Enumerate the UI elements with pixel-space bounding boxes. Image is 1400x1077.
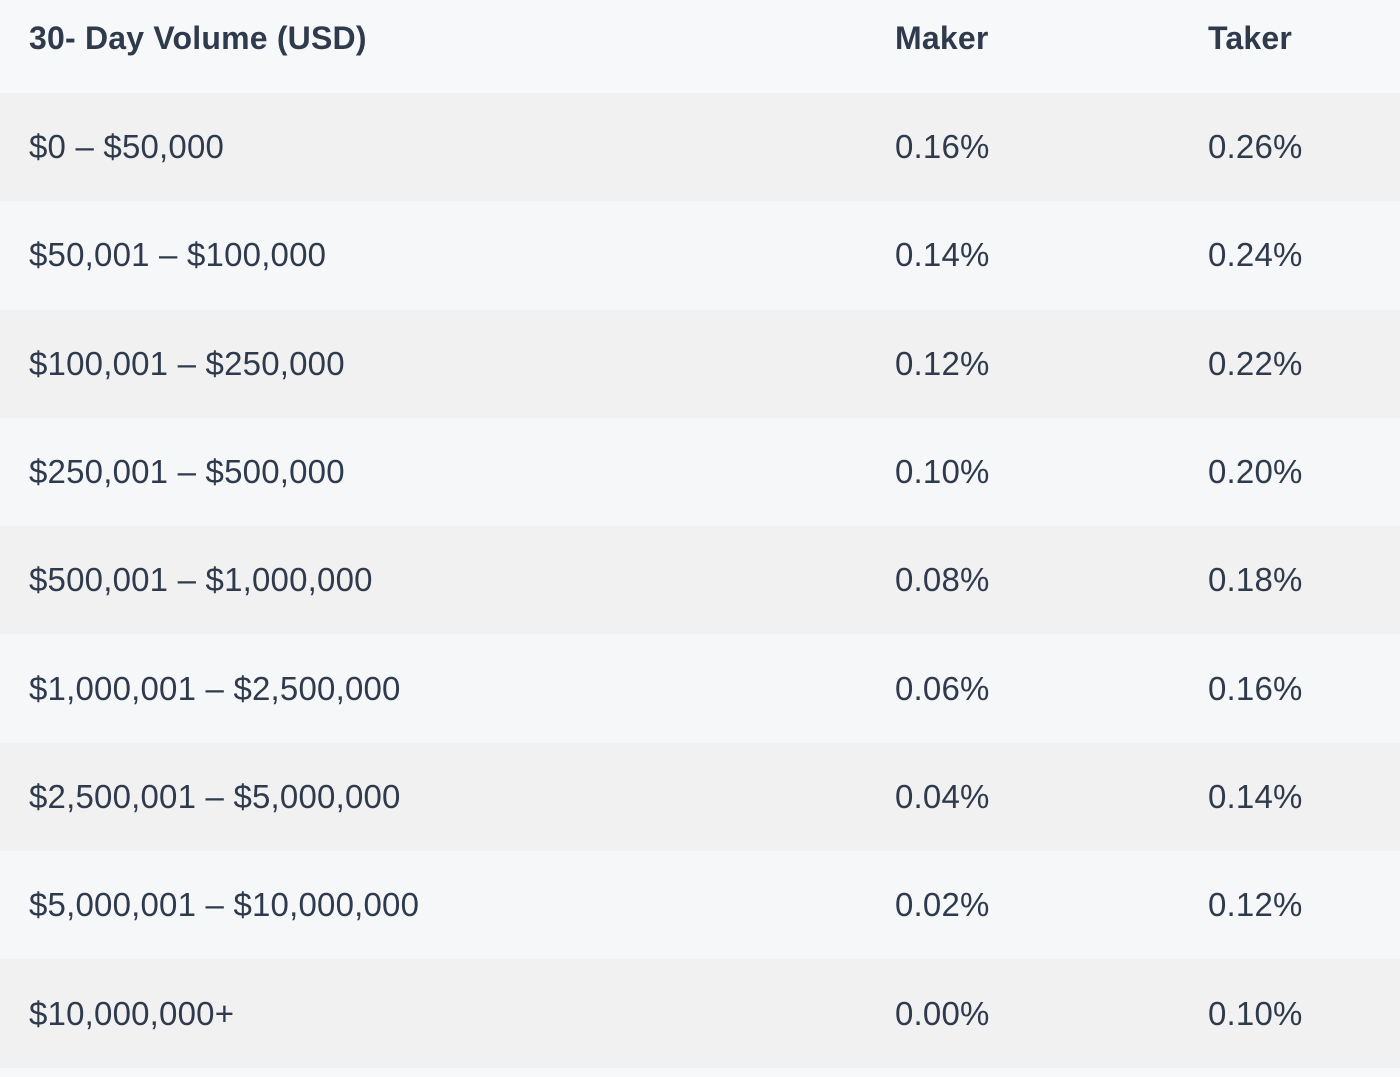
table-row: $500,001 – $1,000,000 0.08% 0.18% (0, 526, 1400, 635)
header-maker: Maker (895, 20, 989, 56)
table-row: $250,001 – $500,000 0.10% 0.20% (0, 417, 1400, 527)
maker-fee-cell: 0.14% (895, 236, 990, 274)
volume-cell: $10,000,000+ (29, 994, 235, 1032)
volume-cell: $5,000,001 – $10,000,000 (29, 886, 420, 924)
volume-cell: $0 – $50,000 (29, 128, 225, 166)
table-row: $0 – $50,000 0.16% 0.26% (0, 93, 1400, 202)
table-row: $1,000,001 – $2,500,000 0.06% 0.16% (0, 634, 1400, 743)
maker-fee-cell: 0.08% (895, 561, 990, 599)
taker-fee-cell: 0.10% (1208, 994, 1303, 1032)
header-volume: 30- Day Volume (USD) (29, 20, 367, 56)
maker-fee-cell: 0.02% (895, 886, 990, 924)
taker-fee-cell: 0.16% (1208, 669, 1303, 707)
maker-fee-cell: 0.10% (895, 453, 990, 491)
taker-fee-cell: 0.12% (1208, 886, 1303, 924)
volume-cell: $250,001 – $500,000 (29, 453, 345, 491)
table-row: $5,000,001 – $10,000,000 0.02% 0.12% (0, 851, 1400, 960)
volume-cell: $50,001 – $100,000 (29, 236, 327, 274)
table-row: $2,500,001 – $5,000,000 0.04% 0.14% (0, 742, 1400, 852)
taker-fee-cell: 0.26% (1208, 128, 1303, 166)
table-header-row: 30- Day Volume (USD) Maker Taker (0, 0, 1400, 93)
table-row: $50,001 – $100,000 0.14% 0.24% (0, 201, 1400, 310)
table-row: $10,000,000+ 0.00% 0.10% (0, 959, 1400, 1068)
taker-fee-cell: 0.22% (1208, 344, 1303, 382)
maker-fee-cell: 0.06% (895, 669, 990, 707)
volume-cell: $100,001 – $250,000 (29, 344, 345, 382)
taker-fee-cell: 0.18% (1208, 561, 1303, 599)
maker-fee-cell: 0.16% (895, 128, 990, 166)
maker-fee-cell: 0.00% (895, 994, 990, 1032)
taker-fee-cell: 0.24% (1208, 236, 1303, 274)
table-row: $100,001 – $250,000 0.12% 0.22% (0, 309, 1400, 418)
maker-fee-cell: 0.12% (895, 344, 990, 382)
header-taker: Taker (1208, 20, 1293, 56)
volume-cell: $1,000,001 – $2,500,000 (29, 669, 401, 707)
taker-fee-cell: 0.14% (1208, 777, 1303, 815)
volume-cell: $500,001 – $1,000,000 (29, 561, 373, 599)
maker-fee-cell: 0.04% (895, 777, 990, 815)
taker-fee-cell: 0.20% (1208, 453, 1303, 491)
volume-cell: $2,500,001 – $5,000,000 (29, 777, 401, 815)
